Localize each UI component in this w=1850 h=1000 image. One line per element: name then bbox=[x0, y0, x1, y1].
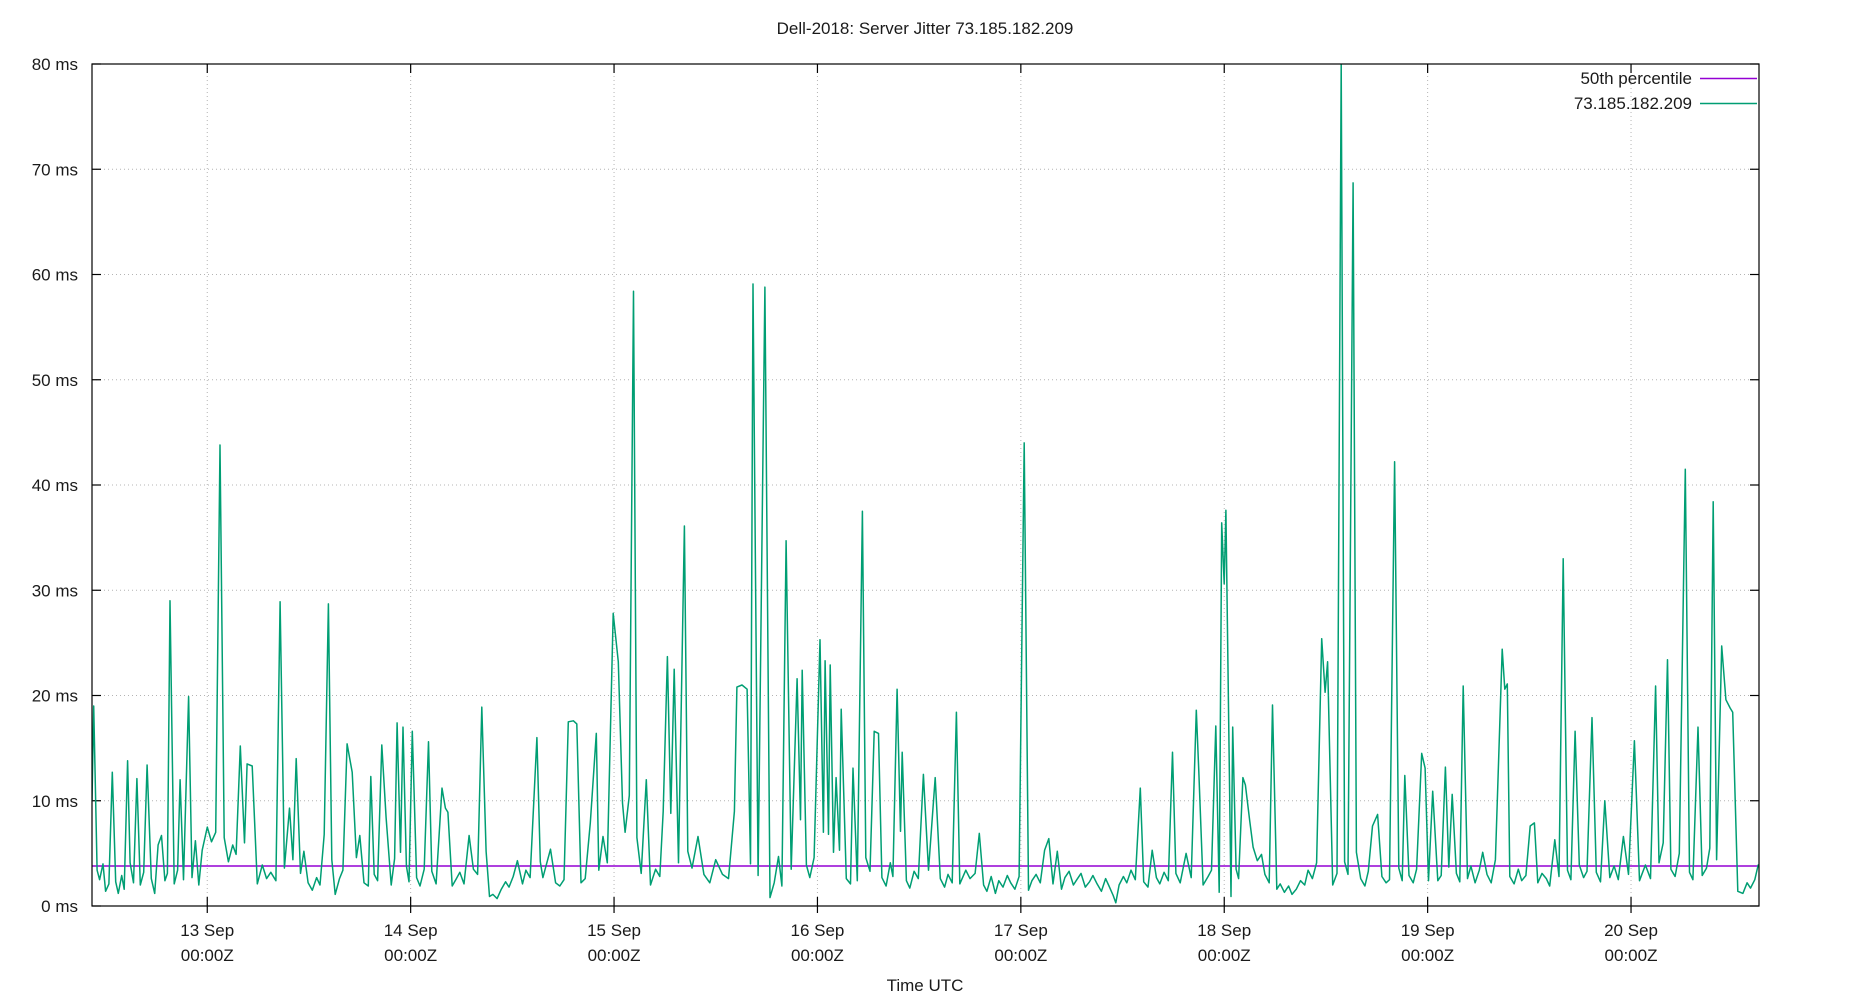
x-tick-label-time: 00:00Z bbox=[588, 946, 641, 965]
x-tick-label-time: 00:00Z bbox=[181, 946, 234, 965]
x-axis-labels: 13 Sep 00:00Z 14 Sep 00:00Z 15 Sep 00:00Z 16 S… bbox=[180, 921, 1658, 965]
x-tick-label-date: 17 Sep bbox=[994, 921, 1048, 940]
x-tick-label-time: 00:00Z bbox=[1605, 946, 1658, 965]
x-tick-label-date: 20 Sep bbox=[1604, 921, 1658, 940]
y-tick-label: 70 ms bbox=[32, 160, 78, 179]
x-tick-label-time: 00:00Z bbox=[384, 946, 437, 965]
legend-label-host: 73.185.182.209 bbox=[1574, 94, 1692, 113]
x-tick-label-date: 16 Sep bbox=[791, 921, 845, 940]
x-tick-label-date: 14 Sep bbox=[384, 921, 438, 940]
x-tick-label-date: 19 Sep bbox=[1401, 921, 1455, 940]
chart-title: Dell-2018: Server Jitter 73.185.182.209 bbox=[777, 19, 1074, 38]
y-tick-label: 40 ms bbox=[32, 476, 78, 495]
y-tick-label: 10 ms bbox=[32, 792, 78, 811]
plot-border bbox=[91, 63, 1760, 907]
x-tick-label-date: 18 Sep bbox=[1197, 921, 1251, 940]
x-tick-label-time: 00:00Z bbox=[1198, 946, 1251, 965]
legend: 50th percentile 73.185.182.209 bbox=[1574, 69, 1757, 113]
x-tick-label-time: 00:00Z bbox=[994, 946, 1047, 965]
x-tick-label-time: 00:00Z bbox=[791, 946, 844, 965]
x-tick-label-time: 00:00Z bbox=[1401, 946, 1454, 965]
jitter-series-line bbox=[92, 64, 1759, 904]
x-tick-label-date: 13 Sep bbox=[180, 921, 234, 940]
y-axis-labels: 0 ms 10 ms 20 ms 30 ms 40 ms 50 ms 60 ms 70 ms 8… bbox=[32, 55, 78, 916]
legend-label-percentile: 50th percentile bbox=[1580, 69, 1692, 88]
y-tick-label: 60 ms bbox=[32, 266, 78, 285]
y-tick-label: 0 ms bbox=[41, 897, 78, 916]
y-tick-label: 30 ms bbox=[32, 581, 78, 600]
x-axis-title: Time UTC bbox=[887, 976, 964, 995]
x-tick-label-date: 15 Sep bbox=[587, 921, 641, 940]
y-tick-label: 20 ms bbox=[32, 687, 78, 706]
gridlines bbox=[92, 64, 1759, 906]
y-tick-label: 80 ms bbox=[32, 55, 78, 74]
y-tick-label: 50 ms bbox=[32, 371, 78, 390]
